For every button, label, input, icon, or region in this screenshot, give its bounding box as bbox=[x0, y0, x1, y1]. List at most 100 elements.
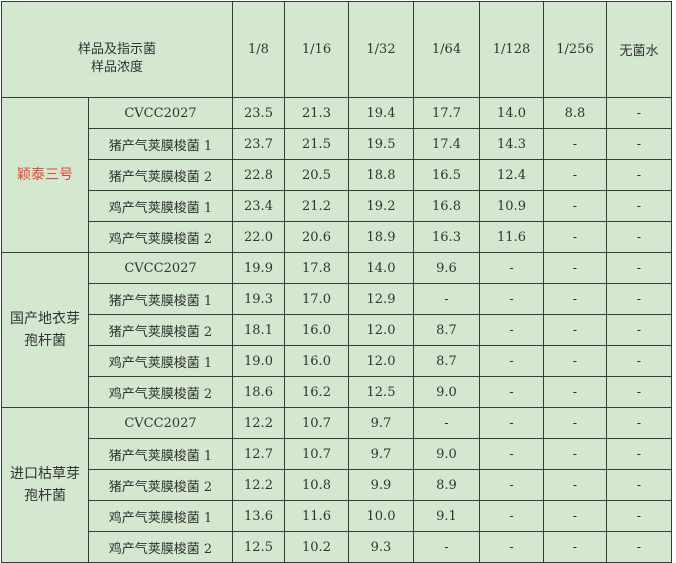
sample-group-cell: 颖泰三号 bbox=[1, 97, 89, 253]
corner-header-cell: 样品及指示菌 样品浓度 bbox=[1, 1, 233, 98]
value-cell: - bbox=[543, 314, 607, 346]
strain-cell: 鸡产气荚膜梭菌 2 bbox=[88, 376, 233, 408]
value-cell: 14.3 bbox=[479, 128, 544, 160]
value-cell: 9.0 bbox=[413, 376, 480, 408]
value-cell: 20.5 bbox=[284, 159, 349, 191]
sample-group-name: 孢杆菌 bbox=[24, 488, 66, 504]
header-row: 样品及指示菌 样品浓度 1/8 1/16 1/32 1/64 1/128 1/2… bbox=[1, 1, 672, 98]
table-row: 猪产气荚膜梭菌 2 18.1 16.0 12.0 8.7- - - bbox=[2, 314, 672, 346]
value-cell: 18.1 bbox=[232, 314, 285, 346]
value-cell: - bbox=[606, 407, 672, 439]
table-row: 颖泰三号 CVCC2027 23.5 21.3 19.4 17.7 14.0 8.8- bbox=[1, 97, 672, 253]
value-cell: - bbox=[479, 283, 544, 315]
value-cell: - bbox=[543, 190, 607, 222]
table-row: 鸡产气荚膜梭菌 2 18.6 16.2 12.5 9.0- - - bbox=[2, 376, 672, 408]
sample-group-name: 颖泰三号 bbox=[17, 167, 73, 183]
sample-group-name: 国产地衣芽 bbox=[10, 311, 80, 327]
value-cell: 19.3 bbox=[232, 283, 285, 315]
value-cell: 8.7 bbox=[413, 314, 480, 346]
value-cell: 9.9 bbox=[348, 469, 414, 501]
value-cell: - bbox=[413, 407, 480, 439]
value-cell: - bbox=[606, 97, 672, 129]
table-row: 猪产气荚膜梭菌 1 23.7 21.5 19.5 17.4 14.3- - bbox=[2, 128, 672, 160]
value-cell: - bbox=[606, 531, 672, 563]
value-cell: 12.4 bbox=[479, 159, 544, 191]
value-cell: - bbox=[606, 469, 672, 501]
corner-label-concentration: 样品浓度 bbox=[90, 59, 143, 75]
value-cell: 14.0 bbox=[348, 252, 414, 284]
value-cell: 20.6 bbox=[284, 221, 349, 253]
value-cell: 21.3 bbox=[284, 97, 349, 129]
value-cell: - bbox=[543, 407, 607, 439]
strain-cell: CVCC2027 bbox=[88, 407, 233, 439]
value-cell: - bbox=[479, 314, 544, 346]
header-concentration: 1/32 bbox=[348, 1, 414, 98]
value-cell: - bbox=[543, 252, 607, 284]
value-cell: 16.0 bbox=[284, 345, 349, 377]
table-row: 猪产气荚膜梭菌 1 12.7 10.7 9.7 9.0- - - bbox=[2, 438, 672, 470]
value-cell: 19.4 bbox=[348, 97, 414, 129]
value-cell: 10.8 bbox=[284, 469, 349, 501]
value-cell: - bbox=[479, 500, 544, 532]
value-cell: - bbox=[543, 469, 607, 501]
strain-cell: CVCC2027 bbox=[88, 252, 233, 284]
value-cell: 10.9 bbox=[479, 190, 544, 222]
strain-cell: 猪产气荚膜梭菌 1 bbox=[88, 128, 233, 160]
sample-group-name: 进口枯草芽 bbox=[10, 466, 80, 482]
value-cell: 13.6 bbox=[232, 500, 285, 532]
value-cell: 21.2 bbox=[284, 190, 349, 222]
value-cell: 17.0 bbox=[284, 283, 349, 315]
value-cell: 21.5 bbox=[284, 128, 349, 160]
value-cell: 19.0 bbox=[232, 345, 285, 377]
value-cell: 12.9 bbox=[348, 283, 414, 315]
value-cell: - bbox=[606, 314, 672, 346]
strain-cell: 鸡产气荚膜梭菌 2 bbox=[88, 531, 233, 563]
value-cell: - bbox=[606, 283, 672, 315]
value-cell: 22.0 bbox=[232, 221, 285, 253]
value-cell: 12.5 bbox=[232, 531, 285, 563]
strain-cell: 猪产气荚膜梭菌 2 bbox=[88, 469, 233, 501]
value-cell: - bbox=[606, 221, 672, 253]
strain-cell: 猪产气荚膜梭菌 1 bbox=[88, 438, 233, 470]
value-cell: 8.7 bbox=[413, 345, 480, 377]
value-cell: 16.8 bbox=[413, 190, 480, 222]
header-concentration: 1/8 bbox=[232, 1, 285, 98]
sample-group-cell: 国产地衣芽 孢杆菌 bbox=[1, 252, 89, 408]
value-cell: - bbox=[479, 469, 544, 501]
value-cell: 19.2 bbox=[348, 190, 414, 222]
value-cell: 16.3 bbox=[413, 221, 480, 253]
header-concentration: 1/256 bbox=[543, 1, 607, 98]
value-cell: 16.2 bbox=[284, 376, 349, 408]
table-row: 国产地衣芽 孢杆菌 CVCC2027 19.9 17.8 14.0 9.6- - - bbox=[1, 252, 672, 408]
value-cell: - bbox=[543, 345, 607, 377]
table-row: 鸡产气荚膜梭菌 1 13.6 11.6 10.0 9.1- - - bbox=[2, 500, 672, 532]
table-row: 鸡产气荚膜梭菌 2 22.0 20.6 18.9 16.3 11.6- - bbox=[2, 221, 672, 253]
value-cell: 8.8 bbox=[543, 97, 607, 129]
strain-cell: 鸡产气荚膜梭菌 1 bbox=[88, 345, 233, 377]
value-cell: - bbox=[479, 407, 544, 439]
value-cell: - bbox=[543, 159, 607, 191]
value-cell: 19.9 bbox=[232, 252, 285, 284]
value-cell: 12.0 bbox=[348, 345, 414, 377]
value-cell: 9.3 bbox=[348, 531, 414, 563]
value-cell: - bbox=[479, 376, 544, 408]
value-cell: 10.2 bbox=[284, 531, 349, 563]
value-cell: - bbox=[606, 190, 672, 222]
value-cell: - bbox=[606, 252, 672, 284]
value-cell: - bbox=[413, 283, 480, 315]
sample-group-cell: 进口枯草芽 孢杆菌 bbox=[1, 407, 89, 563]
value-cell: - bbox=[543, 376, 607, 408]
table-row: 猪产气荚膜梭菌 2 22.8 20.5 18.8 16.5 12.4- - bbox=[2, 159, 672, 191]
value-cell: 18.9 bbox=[348, 221, 414, 253]
value-cell: - bbox=[543, 438, 607, 470]
value-cell: - bbox=[606, 345, 672, 377]
table-row: 猪产气荚膜梭菌 1 19.3 17.0 12.9- - - - bbox=[2, 283, 672, 315]
value-cell: - bbox=[543, 283, 607, 315]
table-row: 鸡产气荚膜梭菌 1 19.0 16.0 12.0 8.7- - - bbox=[2, 345, 672, 377]
value-cell: 23.7 bbox=[232, 128, 285, 160]
value-cell: - bbox=[479, 345, 544, 377]
value-cell: - bbox=[606, 376, 672, 408]
value-cell: 23.5 bbox=[232, 97, 285, 129]
value-cell: - bbox=[543, 128, 607, 160]
